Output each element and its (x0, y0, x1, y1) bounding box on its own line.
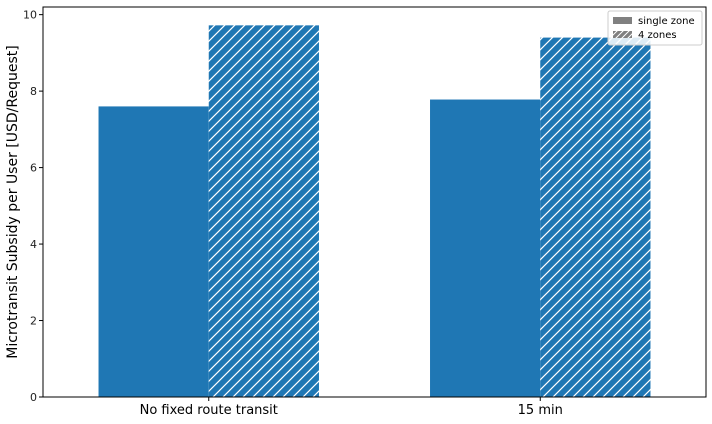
plot-frame (42, 6, 707, 398)
y-tick-label: 0 (30, 391, 37, 404)
y-tick-label: 2 (30, 315, 37, 328)
y-tick-label: 10 (23, 9, 37, 22)
bar-single-zone-1 (98, 106, 209, 397)
y-tick-label: 6 (30, 162, 37, 175)
legend-swatch-single-zone (613, 17, 632, 24)
legend: single zone 4 zones (607, 10, 703, 46)
y-axis-title: Microtransit Subsidy per User [USD/Reque… (5, 45, 21, 358)
bar-4-zones-1 (208, 25, 319, 398)
bar-4-zones-2 (540, 37, 651, 398)
bar-single-zone-2 (430, 99, 541, 397)
y-tick-label: 8 (30, 85, 37, 98)
x-tick-label: No fixed route transit (140, 403, 278, 418)
y-tick-label: 4 (30, 238, 37, 251)
x-tick-label: 15 min (518, 403, 563, 418)
legend-label-4-zones: 4 zones (638, 30, 677, 41)
legend-swatch-4-zones (613, 31, 632, 38)
legend-label-single-zone: single zone (638, 16, 695, 27)
